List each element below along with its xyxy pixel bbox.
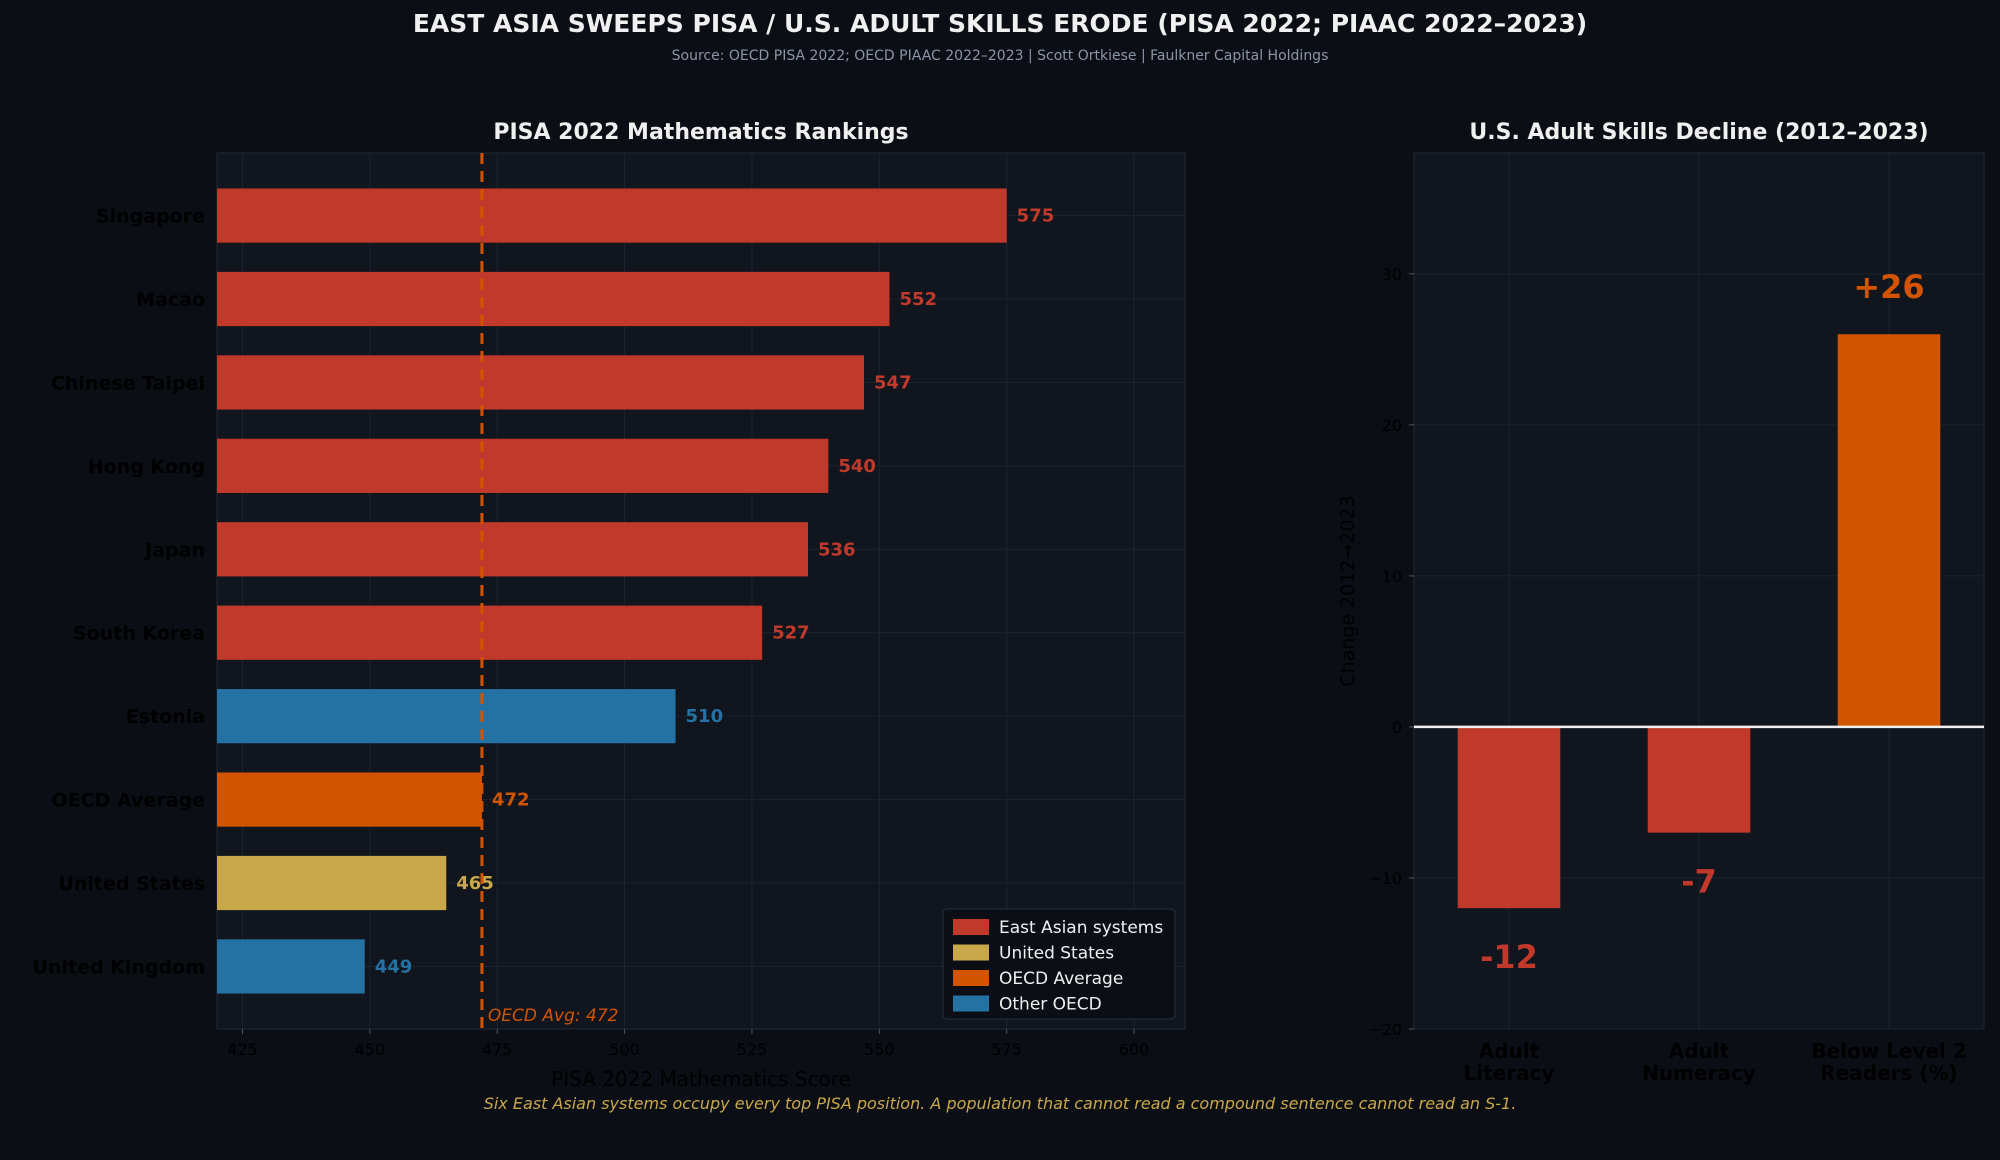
- x-tick-label: Adult: [1479, 1039, 1540, 1063]
- bar-united-kingdom: [217, 939, 365, 994]
- figure-title: EAST ASIA SWEEPS PISA / U.S. ADULT SKILL…: [413, 9, 1587, 38]
- bar-value-label: 575: [1017, 206, 1055, 227]
- us-skills-decline-chart: U.S. Adult Skills Decline (2012–2023) −20…: [1337, 120, 1985, 1085]
- x-tick-label: Literacy: [1464, 1061, 1555, 1085]
- x-axis-label: PISA 2022 Mathematics Score: [551, 1067, 851, 1091]
- legend-frame: [942, 908, 1176, 1020]
- bar-united-states: [217, 855, 447, 911]
- bar-japan: [217, 522, 808, 577]
- bar-value-label: 540: [838, 456, 876, 477]
- y-tick-label: Chinese Taipei: [51, 372, 205, 394]
- legend-label: East Asian systems: [999, 918, 1163, 938]
- bar-value-label: -7: [1681, 863, 1717, 901]
- legend-swatch: [953, 944, 989, 961]
- x-tick-label: 600: [1119, 1040, 1150, 1059]
- y-tick-label: United Kingdom: [33, 956, 205, 978]
- x-tick-label: 475: [482, 1040, 513, 1059]
- y-tick-label: Macao: [136, 289, 205, 311]
- chart-title: U.S. Adult Skills Decline (2012–2023): [1469, 120, 1928, 145]
- reference-line-label: OECD Avg: 472: [488, 1006, 619, 1026]
- legend: East Asian systems United States OECD Aver…: [942, 908, 1176, 1020]
- y-tick-label: Singapore: [96, 206, 205, 228]
- x-tick-label: Below Level 2: [1811, 1039, 1967, 1063]
- bar-value-label: 465: [456, 873, 494, 894]
- bar-value-label: 449: [375, 956, 413, 977]
- y-tick-label: Estonia: [126, 706, 205, 728]
- legend-label: OECD Average: [999, 969, 1123, 989]
- y-tick-label: OECD Average: [52, 790, 205, 812]
- x-tick-label: Adult: [1669, 1039, 1730, 1063]
- bar-singapore: [217, 188, 1007, 243]
- bar-adult-literacy: [1457, 726, 1561, 909]
- legend-swatch: [953, 995, 989, 1012]
- legend-label: Other OECD: [999, 995, 1102, 1015]
- x-tick-label: Readers (%): [1820, 1061, 1957, 1085]
- y-axis-label: Change 2012→2023: [1337, 495, 1359, 686]
- x-tick-label: 500: [609, 1040, 640, 1059]
- y-tick-label: 20: [1382, 416, 1402, 435]
- y-tick-label: Hong Kong: [88, 456, 205, 478]
- bar-value-label: 547: [874, 372, 912, 393]
- figure-source: Source: OECD PISA 2022; OECD PIAAC 2022–…: [672, 48, 1329, 64]
- pisa-rankings-chart: PISA 2022 Mathematics Rankings 425 450 475 5…: [33, 120, 1186, 1091]
- y-tick-label: −10: [1368, 869, 1402, 888]
- bar-chinese-taipei: [217, 355, 865, 410]
- x-tick-label: 425: [227, 1040, 258, 1059]
- y-tick-label: −20: [1368, 1020, 1402, 1039]
- bar-value-label: 472: [492, 790, 530, 811]
- y-tick-label: 10: [1382, 567, 1402, 586]
- y-tick-label: United States: [58, 873, 205, 895]
- legend-swatch: [953, 919, 989, 935]
- x-tick-label: Numeracy: [1642, 1061, 1756, 1085]
- x-tick-label: 450: [355, 1040, 386, 1059]
- bar-below-level-2-readers: [1837, 334, 1941, 727]
- y-tick-label: South Korea: [73, 623, 205, 645]
- bar-value-label: 552: [900, 289, 938, 310]
- bar-south-korea: [217, 605, 763, 660]
- x-tick-label: 575: [991, 1040, 1022, 1059]
- bar-value-label: -12: [1480, 938, 1538, 976]
- bar-value-label: 510: [686, 706, 724, 727]
- bar-adult-numeracy: [1647, 726, 1751, 833]
- legend-label: United States: [999, 944, 1114, 964]
- x-tick-label: 550: [864, 1040, 895, 1059]
- y-tick-label: Japan: [143, 539, 205, 561]
- x-tick-label: 525: [737, 1040, 768, 1059]
- y-tick-label: 30: [1382, 265, 1402, 284]
- footer-caption: Six East Asian systems occupy every top …: [484, 1094, 1517, 1113]
- bar-estonia: [217, 689, 676, 744]
- bar-value-label: 527: [772, 623, 810, 644]
- bar-value-label: 536: [818, 539, 856, 560]
- bar-oecd-average: [217, 772, 482, 827]
- chart-title: PISA 2022 Mathematics Rankings: [493, 120, 908, 145]
- legend-swatch: [953, 970, 989, 986]
- bar-value-label: +26: [1853, 268, 1924, 306]
- bar-macao: [217, 271, 890, 327]
- y-tick-label: 0: [1392, 718, 1402, 737]
- bar-hong-kong: [217, 438, 829, 493]
